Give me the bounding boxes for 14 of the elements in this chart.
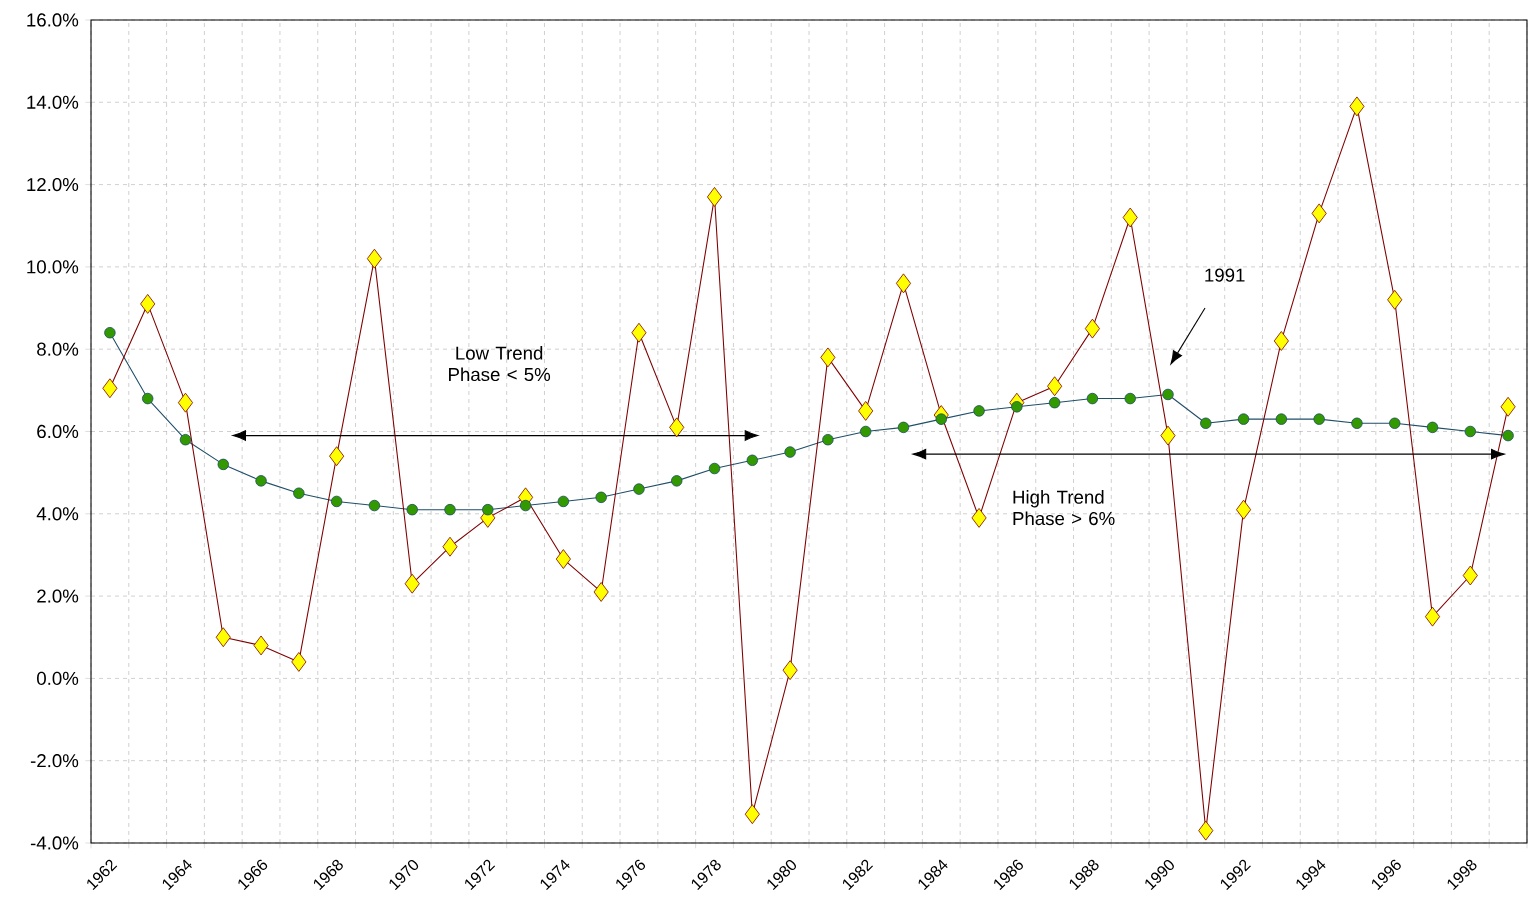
y-tick-label: -2.0%	[30, 754, 79, 768]
y-tick-label: 10.0%	[27, 260, 79, 274]
y-tick-label: 0.0%	[37, 671, 79, 685]
y-tick-label: 2.0%	[37, 589, 79, 603]
y-tick-label: 4.0%	[36, 507, 79, 521]
y-tick-label: 8.0%	[37, 342, 79, 356]
y-tick-label: 14.0%	[27, 95, 79, 109]
annotation: 1991	[1205, 268, 1245, 282]
y-tick-label: -4.0%	[30, 836, 79, 850]
y-tick-label: 12.0%	[27, 177, 79, 192]
y-tick-label: 16.0%	[27, 13, 79, 27]
y-tick-label: 6.0%	[37, 424, 79, 439]
annotation: High Trend Phase > 6%	[1013, 490, 1115, 526]
annotation: Low Trend Phase < 5%	[449, 346, 551, 382]
